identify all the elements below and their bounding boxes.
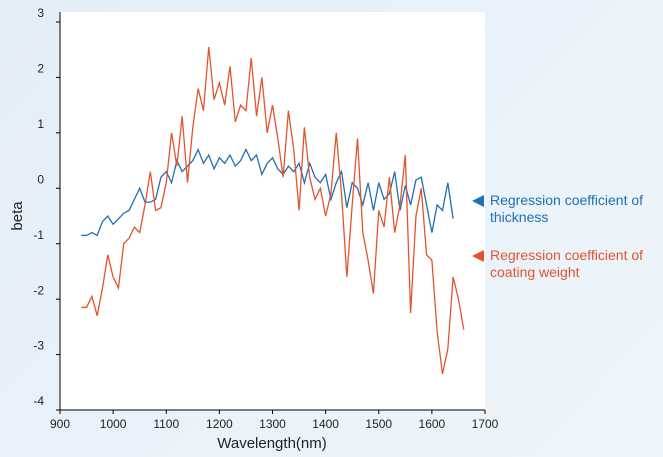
legend-marker	[472, 250, 484, 262]
y-tick-label: 2	[37, 62, 44, 76]
x-tick-label: 1500	[365, 417, 392, 431]
legend-entry: Regression coefficient of coating weight	[490, 247, 644, 280]
series-line	[81, 46, 465, 375]
y-tick-label: -4	[33, 394, 44, 408]
y-tick-label: 3	[37, 6, 44, 20]
y-tick-label: -3	[33, 339, 44, 353]
y-tick-label: 0	[37, 172, 44, 186]
plot-area	[60, 12, 485, 410]
y-axis-label: beta	[9, 201, 26, 231]
x-tick-label: 900	[50, 417, 70, 431]
legend-marker	[472, 195, 484, 207]
x-tick-label: 1600	[419, 417, 446, 431]
x-tick-label: 1200	[206, 417, 233, 431]
legend-entry: Regression coefficient of thickness	[490, 192, 644, 225]
x-tick-label: 1700	[472, 417, 499, 431]
series-line	[81, 147, 454, 237]
y-tick-label: -1	[33, 228, 44, 242]
x-tick-label: 1400	[312, 417, 339, 431]
x-axis-label: Wavelength(nm)	[217, 435, 326, 452]
y-tick-label: 1	[37, 117, 44, 131]
x-tick-label: 1000	[100, 417, 127, 431]
y-tick-label: -2	[33, 283, 44, 297]
x-tick-label: 1300	[259, 417, 286, 431]
x-tick-label: 1100	[153, 417, 179, 431]
